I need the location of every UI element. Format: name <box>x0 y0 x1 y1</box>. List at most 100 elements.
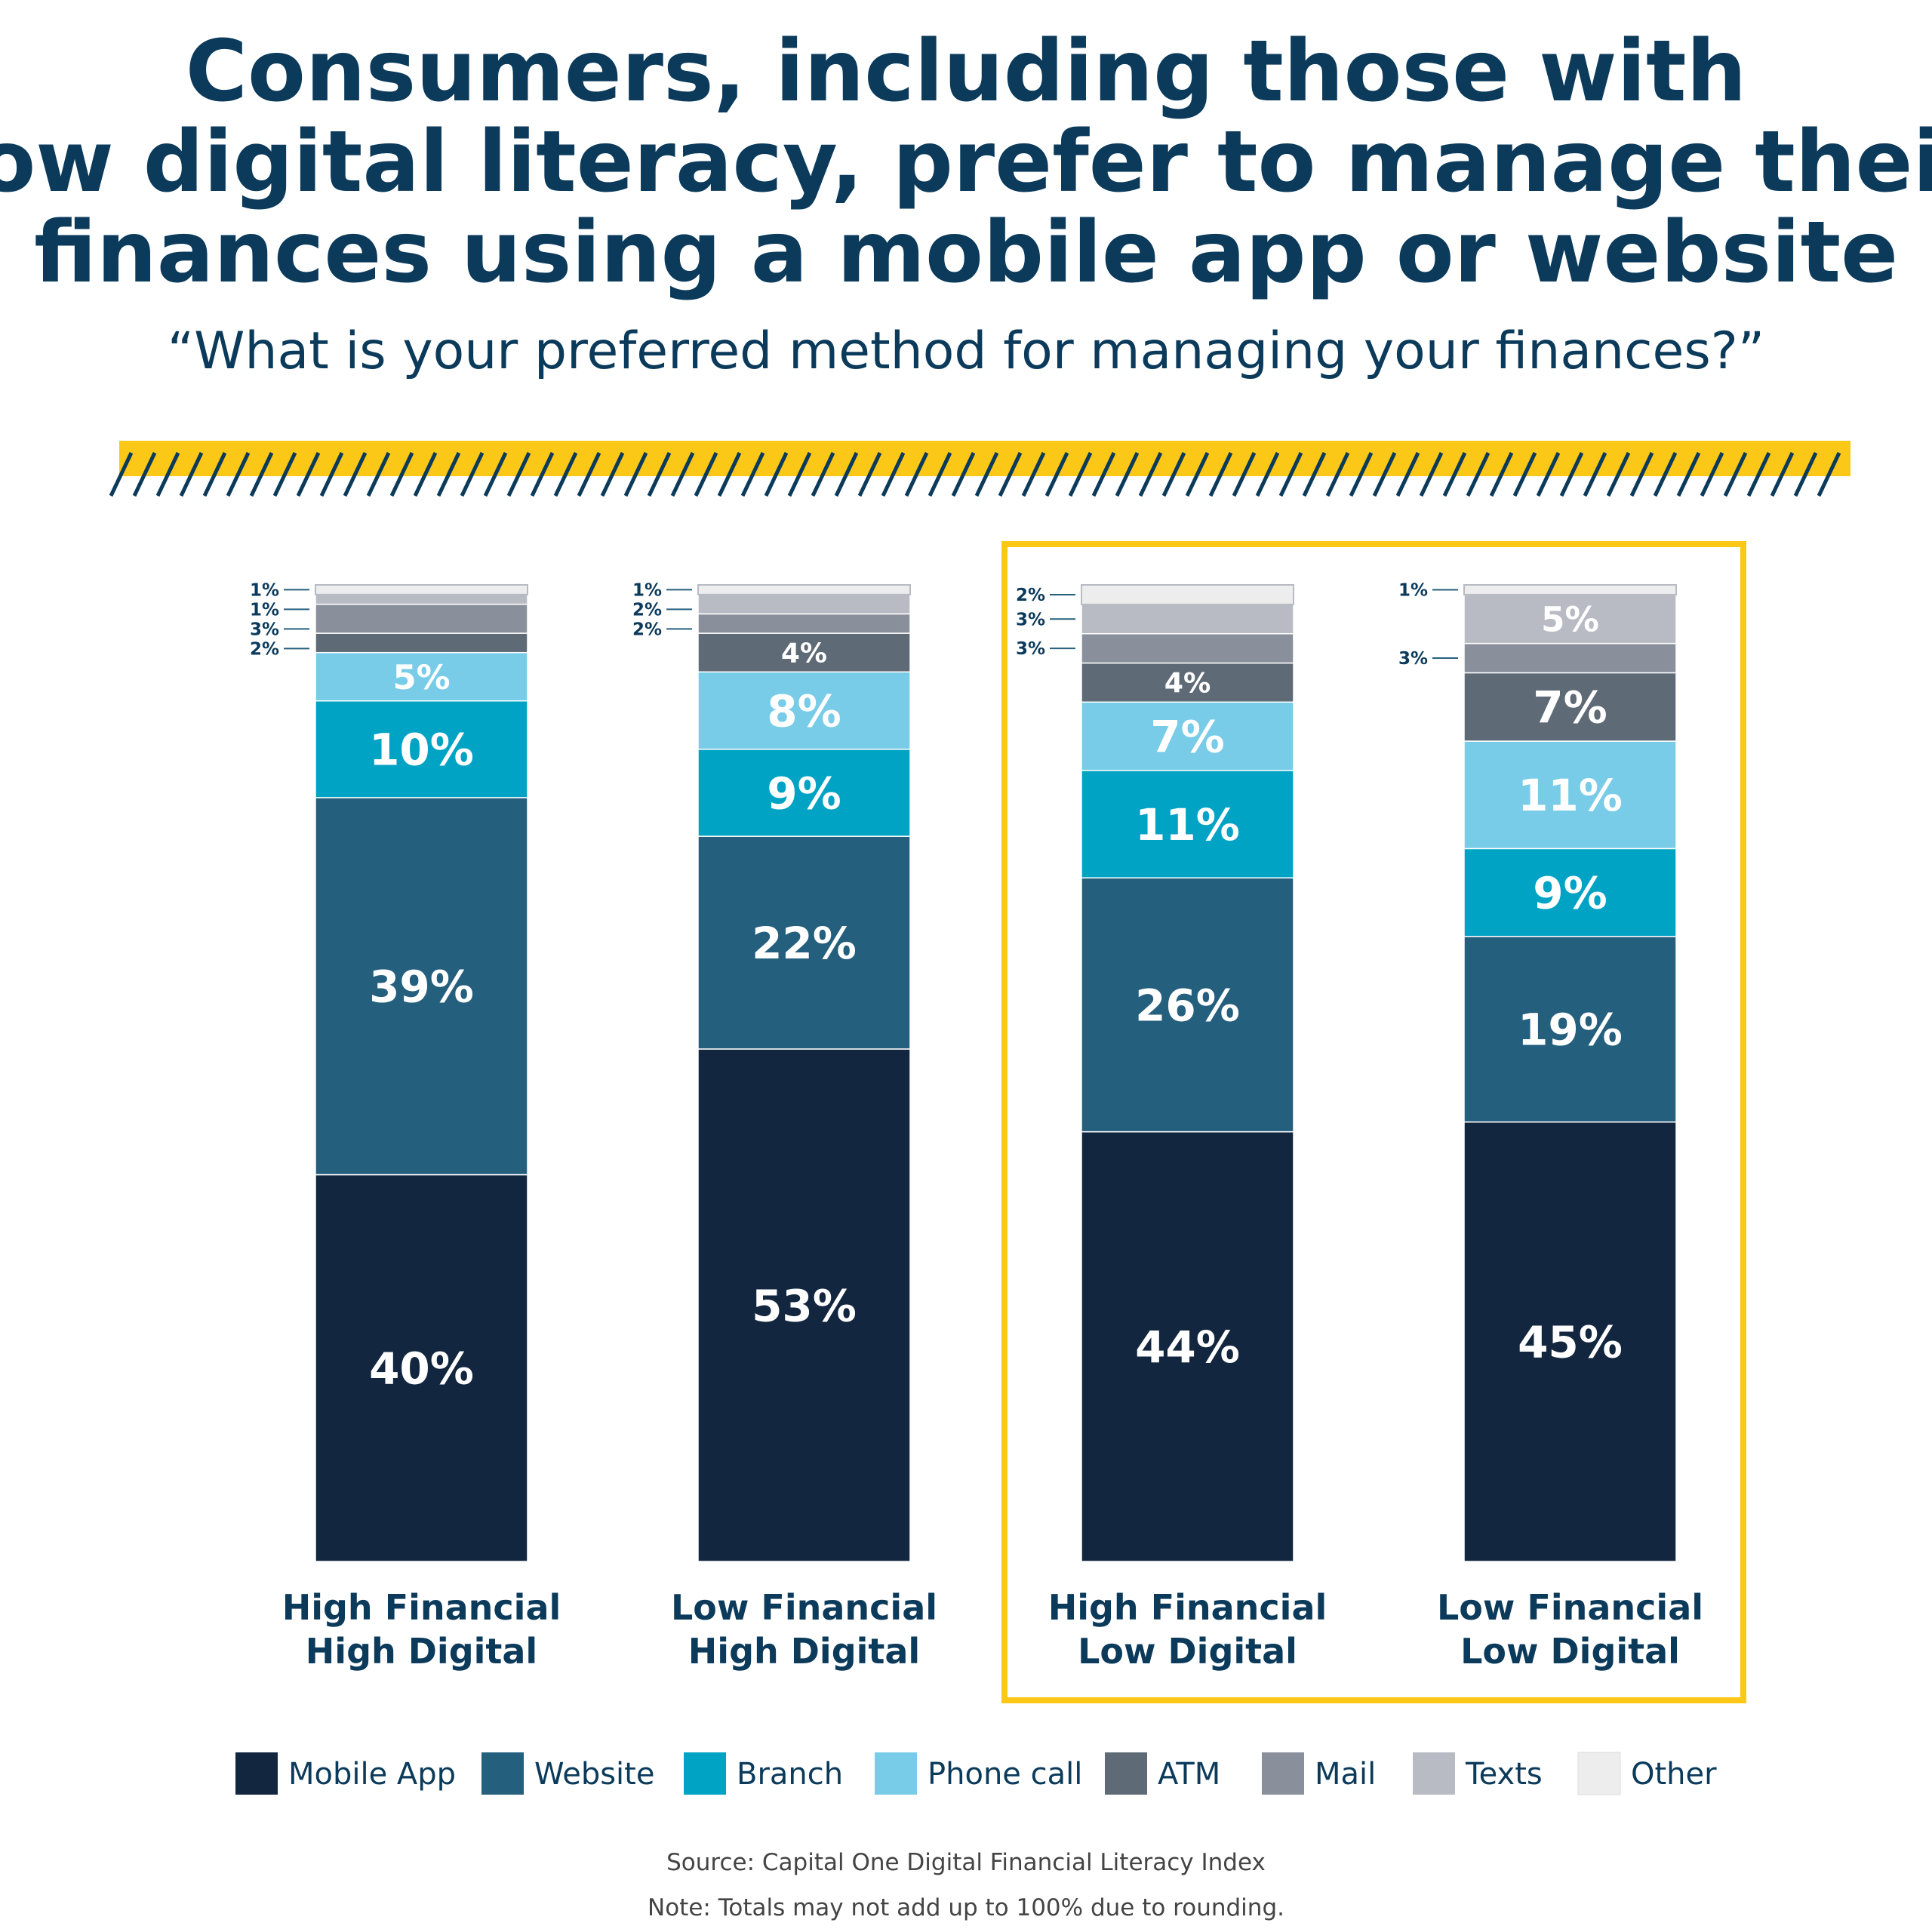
stripe-slash <box>296 451 321 497</box>
stripe-slash <box>1770 451 1795 497</box>
stripe-slash <box>249 451 274 497</box>
stripe-slash <box>998 451 1023 497</box>
legend-swatch <box>875 1752 917 1795</box>
stripe-slash <box>811 451 835 497</box>
data-label: 1% <box>250 580 279 600</box>
stripe-slash <box>1161 451 1186 497</box>
stripe-slash <box>389 451 414 497</box>
stripe-slash <box>623 451 648 497</box>
stripe-slash <box>1489 451 1514 497</box>
data-label: 22% <box>752 918 857 969</box>
stripe-slash <box>670 451 695 497</box>
data-label: 7% <box>1150 711 1224 762</box>
data-label: 40% <box>369 1343 474 1395</box>
data-label: 2% <box>632 600 662 620</box>
bar-segment-mobile-app <box>315 1174 528 1562</box>
stripe-slash <box>1466 451 1491 497</box>
data-label: 9% <box>1533 867 1607 918</box>
legend-item: Phone call <box>875 1752 1082 1795</box>
legend-swatch <box>1262 1752 1304 1795</box>
bar-segment-mobile-app <box>697 1048 911 1562</box>
stripe-slash <box>577 451 601 497</box>
bar-segment-atm <box>315 632 528 654</box>
stripe-slash <box>1629 451 1654 497</box>
bar-segment-branch <box>697 749 911 837</box>
data-label: 1% <box>1398 580 1428 600</box>
stripe-slash <box>460 451 485 497</box>
legend-item: Mobile App <box>235 1752 456 1795</box>
category-label: Low Digital <box>1078 1631 1297 1672</box>
stripe-slash <box>1442 451 1467 497</box>
data-label: 53% <box>752 1280 857 1331</box>
bar-segment-atm <box>697 632 911 673</box>
stripe-slash <box>787 451 812 497</box>
stripe-slash <box>202 451 227 497</box>
bar-segment-texts <box>697 594 911 615</box>
bar-segment-mobile-app <box>1081 1131 1294 1562</box>
stripe-slash <box>600 451 625 497</box>
data-label: 45% <box>1518 1317 1623 1368</box>
bar-segment-other <box>1463 584 1677 595</box>
stripe-slash <box>647 451 672 497</box>
bar-stack: 44% 26% 11% 7% 4% 2% 3% 3% <box>1016 584 1294 1562</box>
stripe-slash <box>1676 451 1701 497</box>
data-label: 5% <box>1541 600 1599 640</box>
stripe-slash <box>740 451 765 497</box>
bar-stack: 40%39%10%5%1%1%3%2% <box>250 580 528 1562</box>
data-label: 7% <box>1533 682 1607 734</box>
bar-segment-branch <box>315 700 528 798</box>
data-label: 44% <box>1135 1321 1240 1373</box>
stripe-slash <box>1278 451 1303 497</box>
legend-label: Phone call <box>928 1757 1082 1792</box>
data-label: 10% <box>369 724 474 776</box>
legend-label: Texts <box>1465 1757 1543 1792</box>
legend-swatch <box>1105 1752 1147 1795</box>
stripe-slash <box>1021 451 1046 497</box>
legend-item: Other <box>1577 1752 1717 1795</box>
stripe-slash <box>155 451 180 497</box>
stripe-slash <box>1091 451 1116 497</box>
stripe-slash <box>1559 451 1584 497</box>
data-label: 1% <box>250 600 279 620</box>
data-label: 19% <box>1518 1004 1623 1056</box>
bar-segment-texts <box>1081 604 1294 635</box>
legend-label: Website <box>534 1757 654 1792</box>
legend-item: Branch <box>684 1752 843 1795</box>
stripe-slash <box>881 451 906 497</box>
stripe-slash <box>1115 451 1140 497</box>
data-label: 5% <box>392 657 450 697</box>
stripe-slash <box>179 451 204 497</box>
bar-segment-mail <box>697 613 911 634</box>
legend-item: ATM <box>1105 1752 1220 1795</box>
stripe-slash <box>1793 451 1818 497</box>
stripe-slash <box>553 451 578 497</box>
stripe-slash <box>1536 451 1561 497</box>
bar-segment-mail <box>315 603 528 634</box>
legend-item: Texts <box>1413 1752 1543 1795</box>
stripe-slash <box>928 451 952 497</box>
data-label: 26% <box>1135 980 1240 1031</box>
stripe-slash <box>717 451 742 497</box>
stripe-slash <box>974 451 999 497</box>
legend-swatch <box>235 1752 278 1795</box>
bar-stack: 53%22%9%8%4%1%2%2% <box>632 580 911 1562</box>
data-label: 2% <box>632 620 662 639</box>
note-text: Note: Totals may not add up to 100% due … <box>648 1894 1284 1921</box>
stripe-slash <box>343 451 368 497</box>
stripe-slash <box>1653 451 1678 497</box>
decorative-stripe-band <box>109 441 1850 497</box>
stripe-slash <box>857 451 882 497</box>
data-label: 3% <box>250 620 279 639</box>
stripe-slash <box>1606 451 1631 497</box>
title-line-2: low digital literacy, prefer to manage t… <box>0 113 1932 211</box>
data-label: 3% <box>1016 610 1045 629</box>
bar-segment-mail <box>1081 632 1294 664</box>
legend-item: Website <box>481 1752 654 1795</box>
bar-segment-other <box>315 584 528 595</box>
bar-segment-phone-call <box>697 671 911 750</box>
stripe-slash <box>1255 451 1280 497</box>
legend-label: Mobile App <box>288 1757 456 1792</box>
legend-swatch <box>1413 1752 1455 1795</box>
bar-segment-phone-call <box>1081 701 1294 771</box>
